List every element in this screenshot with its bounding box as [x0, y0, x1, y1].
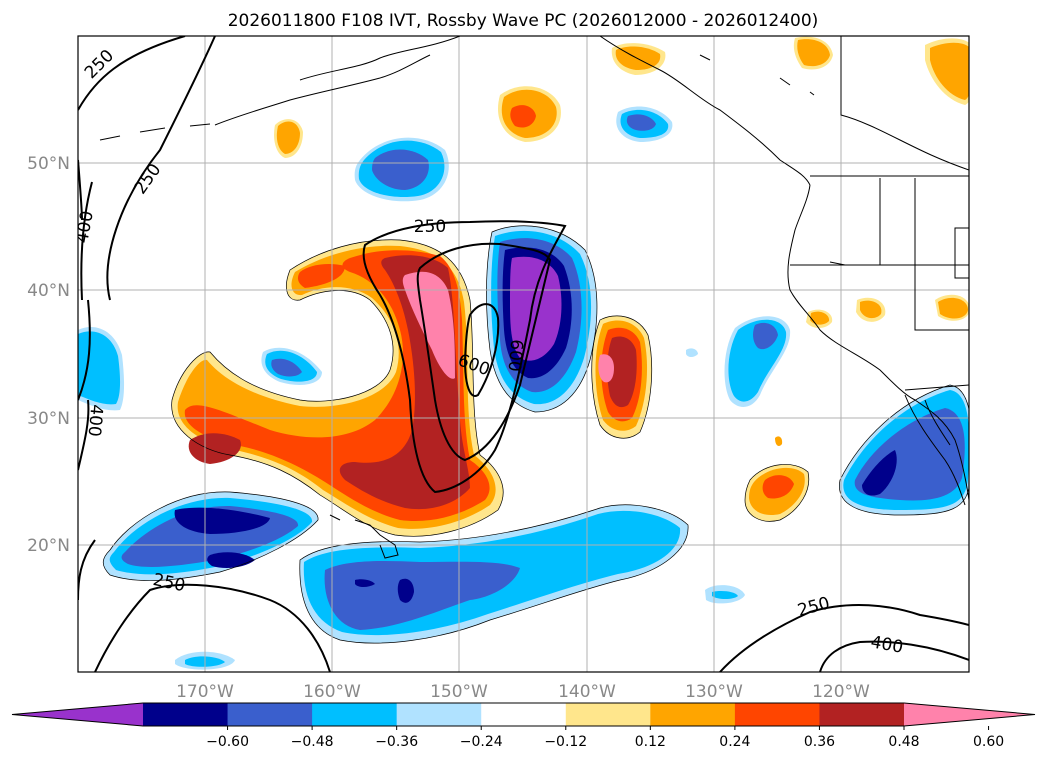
scattered-anomalies	[78, 36, 969, 670]
contour-label: 250	[414, 217, 446, 237]
colorbar-tick-label: −0.36	[375, 734, 418, 750]
lon-label: 150°W	[430, 682, 488, 702]
colorbar-tick-label: −0.12	[544, 734, 587, 750]
lon-label: 160°W	[303, 682, 361, 702]
lon-label: 170°W	[176, 682, 234, 702]
colorbar-segment	[396, 703, 482, 726]
coastlines	[99, 36, 969, 559]
colorbar-segment	[650, 703, 736, 726]
positive-east-anomaly	[591, 315, 652, 439]
positive-arc-anomaly	[171, 239, 504, 537]
map-frame	[77, 35, 970, 673]
lon-label: 130°W	[685, 682, 743, 702]
colorbar-segment	[143, 703, 229, 726]
colorbar-segment	[565, 703, 651, 726]
colorbar-tick-label: 0.12	[635, 734, 666, 750]
colorbar-segment	[481, 703, 567, 726]
gridlines	[78, 36, 969, 672]
lat-label: 30°N	[27, 409, 70, 429]
colorbar-segment	[819, 703, 905, 726]
negative-central-anomaly	[486, 225, 597, 412]
lat-label: 20°N	[27, 536, 70, 556]
colorbar: −0.60 −0.48 −0.36 −0.24 −0.12 0.12 0.24 0.36 0.4…	[11, 702, 1036, 750]
map-area: 250 250 400 400 250 600 600 250 250 400	[72, 36, 969, 672]
lat-label: 40°N	[27, 281, 70, 301]
contour-label: 400	[84, 403, 107, 437]
contour-label: 400	[72, 209, 97, 244]
lon-label: 120°W	[812, 682, 870, 702]
colorbar-tick-label: −0.48	[291, 734, 334, 750]
longitude-labels: 170°W 160°W 150°W 140°W 130°W 120°W	[176, 682, 870, 702]
colorbar-outline	[11, 702, 1036, 727]
colorbar-tick-label: 0.36	[804, 734, 835, 750]
colorbar-tick-label: 0.48	[888, 734, 919, 750]
colorbar-segment	[227, 703, 313, 726]
colorbar-tick-label: −0.24	[460, 734, 503, 750]
ivt-contours	[78, 36, 969, 672]
pc-outlines	[102, 225, 969, 644]
colorbar-extend-high	[904, 703, 1035, 726]
colorbar-segment	[734, 703, 820, 726]
contour-label: 600	[504, 338, 527, 372]
colorbar-tick-label: 0.60	[973, 734, 1004, 750]
colorbar-tick-label: 0.24	[719, 734, 750, 750]
lon-label: 140°W	[558, 682, 616, 702]
colorbar-segment	[312, 703, 398, 726]
colorbar-extend-low	[12, 703, 143, 726]
latitude-labels: 50°N 40°N 30°N 20°N	[27, 154, 70, 556]
lat-label: 50°N	[27, 154, 70, 174]
map-title: 2026011800 F108 IVT, Rossby Wave PC (202…	[228, 11, 819, 31]
colorbar-tick-label: −0.60	[206, 734, 249, 750]
negative-south-band	[103, 491, 689, 644]
